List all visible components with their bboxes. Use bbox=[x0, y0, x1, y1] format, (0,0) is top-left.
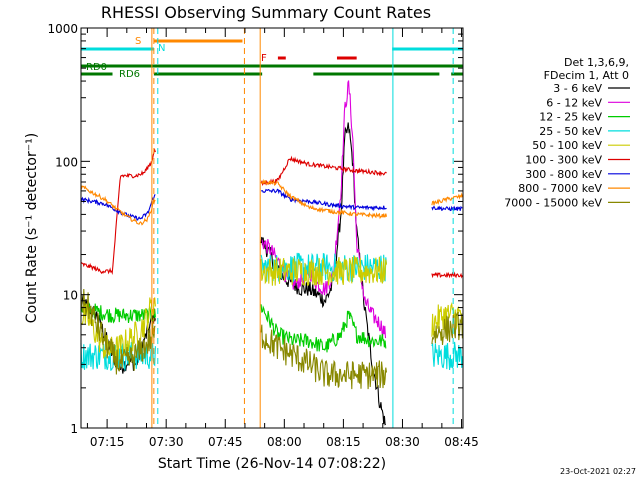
x-tick-label: 07:30 bbox=[149, 435, 184, 449]
legend-label: 100 - 300 keV bbox=[525, 154, 602, 167]
legend-header: Det 1,3,6,9, bbox=[564, 56, 629, 69]
series-7000-15000-keV-line bbox=[80, 288, 463, 390]
y-tick-label: 100 bbox=[55, 155, 78, 169]
generation-timestamp: 23-Oct-2021 02:27 bbox=[560, 467, 636, 476]
legend-label: 3 - 6 keV bbox=[553, 82, 602, 95]
flag-s-label: S bbox=[135, 36, 141, 47]
x-axis-label: Start Time (26-Nov-14 07:08:22) bbox=[158, 456, 386, 472]
series-800-7000-keV-line bbox=[80, 178, 463, 226]
plot-area: RD0 RD6 S N F bbox=[80, 28, 463, 428]
x-tick-label: 07:15 bbox=[90, 435, 125, 449]
legend-header: FDecim 1, Att 0 bbox=[544, 69, 629, 82]
x-tick-label: 08:00 bbox=[267, 435, 302, 449]
flag-n-label: N bbox=[158, 43, 165, 54]
flag-f-label: F bbox=[261, 53, 267, 64]
legend-label: 25 - 50 keV bbox=[539, 125, 602, 138]
x-tick-label: 08:15 bbox=[326, 435, 361, 449]
y-tick-label: 1000 bbox=[47, 22, 78, 36]
y-tick-label: 10 bbox=[63, 289, 78, 303]
plot-frame bbox=[80, 27, 464, 429]
legend-label: 300 - 800 keV bbox=[525, 168, 602, 181]
series-300-800-keV-line bbox=[80, 188, 463, 221]
legend-label: 800 - 7000 keV bbox=[518, 182, 602, 195]
y-tick-label: 1 bbox=[70, 422, 78, 436]
x-tick-label: 07:45 bbox=[208, 435, 243, 449]
axes: 1 10 100 1000 07:15 07:30 07:45 08:00 08:15 08:30… bbox=[47, 22, 478, 449]
chart-title: RHESSI Observing Summary Count Rates bbox=[101, 3, 431, 22]
flag-rd0-label: RD0 bbox=[86, 62, 107, 73]
flag-rd6-label: RD6 bbox=[119, 69, 140, 80]
series-100-300-keV-line bbox=[80, 148, 463, 279]
series-50-100-keV-line bbox=[80, 255, 463, 362]
legend-label: 6 - 12 keV bbox=[546, 96, 602, 109]
x-tick-label: 08:30 bbox=[385, 435, 420, 449]
y-axis-label: Count Rate (s⁻¹ detector⁻¹) bbox=[24, 133, 40, 323]
legend-label: 12 - 25 keV bbox=[539, 111, 602, 124]
legend-label: 7000 - 15000 keV bbox=[504, 196, 602, 209]
legend-label: 50 - 100 keV bbox=[532, 139, 602, 152]
x-tick-label: 08:45 bbox=[444, 435, 479, 449]
